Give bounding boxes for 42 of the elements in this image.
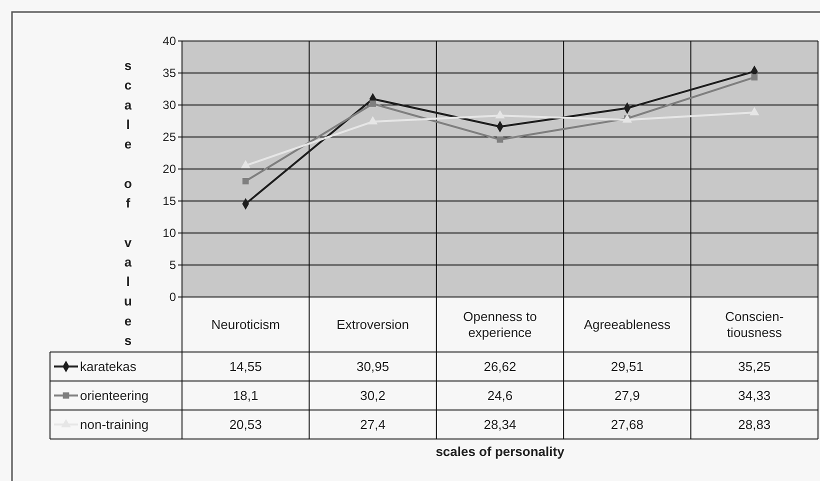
point [240,160,250,168]
point [750,106,760,116]
data-label: 26,62 [484,359,516,374]
data-label: 28,83 [738,417,771,432]
data-label: 24,6 [487,388,513,404]
legend-label: non-training [80,417,149,432]
data-label: 18,1 [232,388,258,404]
data-label: 27,9 [614,388,640,404]
y-tick-label: 35 [162,66,176,80]
point [751,74,758,80]
x-tick-label: Neuroticism [211,317,280,332]
y-tick-label: 0 [169,290,176,304]
data-label: 28,34 [484,417,516,432]
data-label: 27,68 [610,417,644,432]
data-label: 34,33 [738,388,771,404]
point [368,116,378,124]
y-tick-label: 30 [162,98,176,112]
legend-label: orienteering [80,388,149,404]
data-label: 29,51 [610,359,644,374]
text: scales of personality [436,444,566,459]
legend-label: karatekas [80,359,137,374]
point [496,136,504,143]
data-label: 35,25 [738,359,771,374]
x-tick-label: Extroversion [336,317,409,332]
y-tick-label: 15 [162,194,176,208]
data-label: 14,55 [229,359,262,374]
x-tick-label: Openness to experience [463,309,537,340]
data-label: 27,4 [360,417,386,432]
point [242,178,249,184]
text: scale of values [124,58,132,348]
x-tick-label: Agreeableness [584,317,672,332]
y-tick-label: 40 [162,34,176,48]
data-label: 30,95 [356,359,390,374]
point [370,100,376,107]
y-tick-label: 5 [169,258,176,272]
data-label: 20,53 [229,417,262,432]
point [495,110,505,118]
x-tick-label: Conscien-tiousness [725,309,784,340]
y-tick-label: 10 [162,226,176,240]
y-tick-label: 20 [162,162,176,176]
data-label: 30,2 [360,388,386,404]
y-tick-label: 25 [162,130,176,144]
